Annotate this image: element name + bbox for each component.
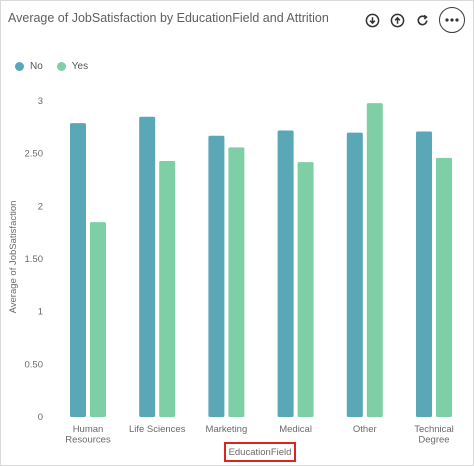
y-tick-label: 1 <box>38 307 43 318</box>
bar-yes-5[interactable] <box>436 157 452 417</box>
bar-no-0[interactable] <box>70 123 86 418</box>
y-tick-label: 1.50 <box>25 254 44 265</box>
y-tick-label: 0.50 <box>25 359 44 370</box>
x-tick-label: Life Sciences <box>129 424 186 435</box>
y-tick-label: 3 <box>38 96 43 107</box>
legend-label-no: No <box>30 61 43 72</box>
chart-legend: No Yes <box>15 61 88 72</box>
chart-toolbar <box>364 7 465 33</box>
legend-item-yes[interactable]: Yes <box>56 61 89 72</box>
y-tick-label: 2 <box>38 201 43 212</box>
more-options-icon[interactable] <box>439 7 465 33</box>
y-tick-label: 0 <box>38 412 43 423</box>
x-axis-title: EducationField <box>228 446 292 458</box>
legend-swatch-no <box>15 62 24 71</box>
bar-yes-2[interactable] <box>228 147 245 417</box>
bar-no-1[interactable] <box>139 116 156 418</box>
bar-no-3[interactable] <box>277 130 294 417</box>
x-tick-label: Human Resources <box>65 424 111 446</box>
bar-no-5[interactable] <box>416 131 432 417</box>
x-tick-label: Medical <box>279 424 312 435</box>
chart-title: Average of JobSatisfaction by EducationF… <box>8 11 329 25</box>
bar-no-4[interactable] <box>346 132 363 417</box>
x-tick-label: Other <box>353 424 377 435</box>
x-tick-label: Technical Degree <box>414 424 454 446</box>
bar-no-2[interactable] <box>208 135 225 417</box>
bar-yes-4[interactable] <box>366 103 383 418</box>
upload-icon[interactable] <box>389 12 406 29</box>
bar-yes-3[interactable] <box>297 162 314 417</box>
legend-item-no[interactable]: No <box>15 61 43 72</box>
x-tick-label: Marketing <box>206 424 248 435</box>
y-tick-label: 2.50 <box>25 149 44 160</box>
legend-label-yes: Yes <box>71 61 89 72</box>
legend-swatch-yes <box>56 62 66 71</box>
bar-yes-0[interactable] <box>90 222 106 417</box>
x-axis-title-highlight: EducationField <box>224 442 296 462</box>
y-axis-title: Average of JobSatisfaction <box>8 201 19 314</box>
refresh-icon[interactable] <box>414 12 431 29</box>
download-icon[interactable] <box>364 12 381 29</box>
bar-yes-1[interactable] <box>159 161 176 417</box>
